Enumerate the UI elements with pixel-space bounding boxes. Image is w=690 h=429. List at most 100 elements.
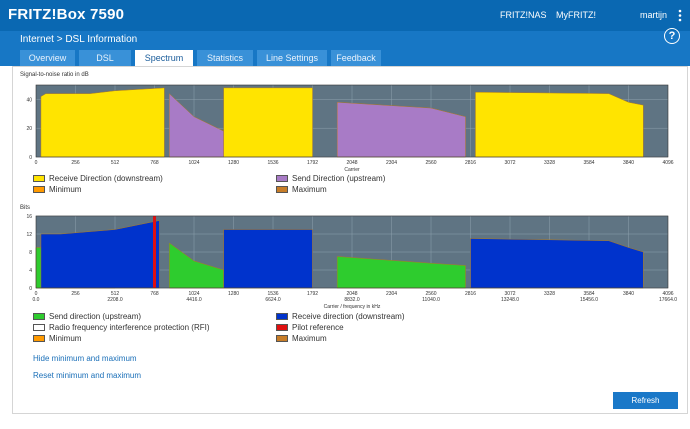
bits-legend-rfi: Radio frequency interference protection …	[33, 323, 210, 332]
bits-x-tick-label: 0	[35, 291, 38, 297]
swatch-yellow	[33, 175, 45, 183]
bits-ticks: 0 256 512 768 1024 1280 1536 1792 2048 2304 2560 28…	[26, 214, 677, 303]
snr-x-tick-label: 1792	[307, 160, 318, 166]
snr-plot-frame	[35, 84, 669, 158]
snr-ticks: 0 256 512 768 1024 1280 1536 1792 2048 2304 2560 28…	[26, 97, 673, 166]
bits-khz-tick-label: 4416.0	[186, 297, 202, 303]
bits-khz-tick-label: 2208.0	[107, 297, 123, 303]
reset-minmax-link[interactable]: Reset minimum and maximum	[33, 371, 142, 380]
bits-legend-minimum: Minimum	[33, 334, 81, 343]
snr-x-tick-label: 2048	[346, 160, 357, 166]
bits-x-tick-label: 2560	[425, 291, 436, 297]
fritz-nas-link[interactable]: FRITZ!NAS	[500, 10, 547, 20]
swatch-orange	[33, 186, 45, 194]
snr-x-tick-label: 4096	[662, 160, 673, 166]
help-icon[interactable]: ?	[664, 28, 680, 44]
bits-y-tick-label: 4	[29, 268, 32, 274]
tab-dsl[interactable]: DSL	[79, 50, 131, 66]
tab-statistics[interactable]: Statistics	[197, 50, 253, 66]
snr-x-tick-label: 3584	[583, 160, 594, 166]
snr-x-tick-label: 1024	[188, 160, 199, 166]
breadcrumb-separator: >	[56, 34, 63, 45]
snr-x-tick-label: 2304	[386, 160, 397, 166]
bits-x-tick-label: 4096	[662, 291, 673, 297]
breadcrumb-parent[interactable]: Internet	[20, 34, 54, 45]
snr-legend-maximum: Maximum	[276, 185, 327, 194]
bits-x-tick-label: 512	[111, 291, 120, 297]
swatch-blue	[276, 313, 288, 321]
bits-khz-tick-label: 8832.0	[344, 297, 360, 303]
more-vertical-icon[interactable]	[678, 9, 682, 22]
bits-plot-frame	[35, 215, 669, 289]
snr-series-area	[475, 91, 644, 158]
bits-khz-tick-label: 11040.0	[422, 297, 440, 303]
snr-x-tick-label: 2560	[425, 160, 436, 166]
breadcrumb-current: DSL Information	[65, 34, 138, 45]
bits-x-tick-label: 256	[71, 291, 80, 297]
bits-khz-tick-label: 15456.0	[580, 297, 598, 303]
snr-series-area	[40, 87, 165, 158]
bits-x-tick-label: 3328	[544, 291, 555, 297]
snr-chart-title: Signal-to-noise ratio in dB	[20, 72, 89, 78]
snr-x-tick-label: 3840	[623, 160, 634, 166]
bits-x-tick-label: 1792	[307, 291, 318, 297]
swatch-brown	[276, 186, 288, 194]
swatch-purple	[276, 175, 288, 183]
bits-pilot-reference-line	[153, 216, 156, 288]
bits-khz-tick-label: 0.0	[33, 297, 40, 303]
snr-chart: 0 256 512 768 1024 1280 1536 1792 2048 2304 2560 28…	[26, 84, 674, 173]
snr-x-tick-label: 1536	[267, 160, 278, 166]
swatch-orange	[33, 335, 45, 343]
bits-x-axis-label: Carrier / frequency in kHz	[324, 304, 381, 310]
bits-khz-tick-label: 17664.0	[659, 297, 677, 303]
bits-legend-maximum: Maximum	[276, 334, 327, 343]
tab-overview[interactable]: Overview	[20, 50, 75, 66]
snr-x-tick-label: 0	[35, 160, 38, 166]
bits-y-tick-label: 12	[26, 232, 32, 238]
tab-feedback[interactable]: Feedback	[331, 50, 381, 66]
snr-series-group	[40, 87, 644, 158]
snr-y-tick-label: 40	[26, 97, 32, 103]
bits-series-group	[35, 216, 644, 289]
bits-y-tick-label: 8	[29, 250, 32, 256]
refresh-button[interactable]: Refresh	[613, 392, 678, 409]
bits-x-tick-label: 2816	[465, 291, 476, 297]
breadcrumb: Internet > DSL Information	[20, 34, 137, 45]
snr-legend-downstream: Receive Direction (downstream)	[33, 174, 163, 183]
user-link[interactable]: martijn	[640, 10, 668, 20]
snr-x-axis-label: Carrier	[344, 167, 360, 173]
bits-series-area	[470, 238, 644, 289]
bits-legend-upstream: Send direction (upstream)	[33, 312, 141, 321]
bits-x-tick-label: 2048	[346, 291, 357, 297]
top-bar: FRITZ!Box 7590 FRITZ!NAS MyFRITZ! martij…	[0, 0, 690, 31]
bits-x-tick-label: 3840	[623, 291, 634, 297]
swatch-green	[33, 313, 45, 321]
hide-minmax-link[interactable]: Hide minimum and maximum	[33, 354, 137, 363]
bits-chart: 0 256 512 768 1024 1280 1536 1792 2048 2304 2560 28…	[26, 214, 677, 310]
snr-x-tick-label: 3328	[544, 160, 555, 166]
swatch-brown	[276, 335, 288, 343]
bits-x-tick-label: 768	[150, 291, 159, 297]
snr-legend-upstream: Send Direction (upstream)	[276, 174, 385, 183]
bits-chart-title: Bits	[20, 205, 31, 211]
snr-y-tick-label: 20	[26, 126, 32, 132]
bits-legend-downstream: Receive direction (downstream)	[276, 312, 405, 321]
bits-y-tick-label: 16	[26, 214, 32, 220]
snr-x-tick-label: 768	[150, 160, 159, 166]
brand-title: FRITZ!Box 7590	[8, 6, 125, 23]
myfritz-link[interactable]: MyFRITZ!	[556, 10, 596, 20]
bits-legend-pilot: Pilot reference	[276, 323, 344, 332]
tab-line-settings[interactable]: Line Settings	[257, 50, 327, 66]
snr-series-area	[223, 87, 313, 158]
bits-x-tick-label: 3584	[583, 291, 594, 297]
bits-series-area	[223, 229, 313, 289]
snr-x-tick-label: 1280	[228, 160, 239, 166]
snr-legend-minimum: Minimum	[33, 185, 81, 194]
swatch-white	[33, 324, 45, 332]
bits-x-tick-label: 2304	[386, 291, 397, 297]
snr-x-tick-label: 512	[111, 160, 120, 166]
bits-x-tick-label: 1024	[188, 291, 199, 297]
tab-spectrum[interactable]: Spectrum	[135, 50, 193, 66]
bits-khz-tick-label: 13248.0	[501, 297, 519, 303]
swatch-red	[276, 324, 288, 332]
